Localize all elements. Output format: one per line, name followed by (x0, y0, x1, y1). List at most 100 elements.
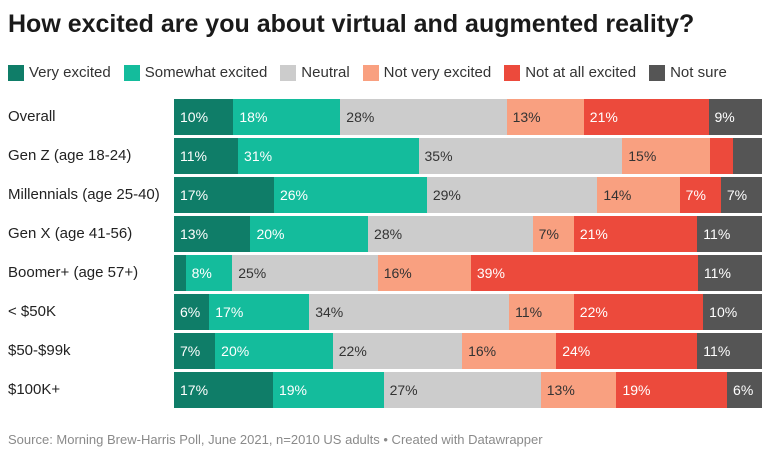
legend-item: Neutral (280, 64, 350, 81)
legend-item: Not sure (649, 64, 727, 81)
chart-row: Boomer+ (age 57+) 8% 25% 16% 39% 11% (0, 255, 772, 291)
legend-label: Neutral (301, 64, 350, 81)
legend-item: Very excited (8, 64, 111, 81)
data-label: 17% (180, 382, 209, 398)
bar-segment: 29% (426, 177, 598, 213)
bar-segment: 11% (697, 216, 762, 252)
bar-segment (709, 138, 733, 174)
stacked-bar: 17% 26% 29% 14% 7% 7% (174, 177, 762, 213)
bar-segment: 22% (332, 333, 463, 369)
chart-row: < $50K 6% 17% 34% 11% 22% 10% (0, 294, 772, 330)
data-label: 6% (180, 304, 201, 320)
data-label: 22% (338, 343, 367, 359)
data-label: 19% (622, 382, 651, 398)
bar-segment: 20% (215, 333, 333, 369)
data-label: 17% (180, 187, 209, 203)
stacked-bar: 11% 31% 35% 15% (174, 138, 762, 174)
bar-segment: 7% (532, 216, 574, 252)
bar-segment: 21% (583, 99, 709, 135)
data-label: 11% (703, 226, 731, 242)
bar-segment: 27% (383, 372, 541, 408)
legend-label: Not sure (670, 64, 727, 81)
legend-swatch (362, 64, 379, 81)
data-label: 13% (512, 109, 541, 125)
bar-segment: 15% (622, 138, 710, 174)
legend-label: Not very excited (383, 64, 492, 81)
stacked-bar: 10% 18% 28% 13% 21% 9% (174, 99, 762, 135)
bar-segment: 17% (174, 177, 274, 213)
bar-segment: 22% (573, 294, 704, 330)
bar-segment: 7% (720, 177, 762, 213)
data-label: 7% (538, 226, 559, 242)
bar-segment: 20% (250, 216, 369, 252)
data-label: 11% (180, 148, 207, 164)
chart-legend: Very excited Somewhat excited Neutral Not v… (8, 64, 740, 81)
category-label: Gen Z (age 18-24) (8, 147, 132, 164)
category-label: $50-$99k (8, 342, 71, 359)
legend-label: Very excited (29, 64, 111, 81)
bar-segment: 13% (506, 99, 584, 135)
legend-item: Not at all excited (504, 64, 636, 81)
chart-row: $100K+ 17% 19% 27% 13% 19% 6% (0, 372, 772, 408)
bar-segment: 6% (174, 294, 210, 330)
data-label: 20% (256, 226, 285, 242)
category-label: < $50K (8, 303, 56, 320)
bar-segment: 11% (174, 138, 239, 174)
data-label: 20% (221, 343, 250, 359)
category-label: $100K+ (8, 381, 61, 398)
data-label: 16% (383, 265, 412, 281)
chart-source: Source: Morning Brew-Harris Poll, June 2… (8, 432, 543, 447)
data-label: 28% (346, 109, 375, 125)
data-label: 10% (709, 304, 738, 320)
bar-segment: 10% (174, 99, 234, 135)
category-label: Boomer+ (age 57+) (8, 264, 139, 281)
bar-segment: 19% (272, 372, 384, 408)
data-label: 14% (603, 187, 632, 203)
data-label: 34% (315, 304, 344, 320)
chart-row: Overall 10% 18% 28% 13% 21% 9% (0, 99, 772, 135)
chart-row: Millennials (age 25-40) 17% 26% 29% 14% 7% 7% (0, 177, 772, 213)
legend-item: Somewhat excited (123, 64, 268, 81)
category-label: Millennials (age 25-40) (8, 186, 160, 203)
data-label: 25% (238, 265, 267, 281)
bar-segment: 26% (273, 177, 427, 213)
bar-segment: 7% (679, 177, 721, 213)
bar-segment: 11% (697, 333, 762, 369)
data-label: 11% (515, 304, 543, 320)
chart-title: How excited are you about virtual and au… (8, 10, 695, 38)
data-label: 9% (714, 109, 735, 125)
bar-segment: 7% (174, 333, 216, 369)
data-label: 18% (239, 109, 268, 125)
chart-row: Gen X (age 41-56) 13% 20% 28% 7% 21% 11% (0, 216, 772, 252)
data-label: 11% (703, 265, 731, 281)
bar-segment: 17% (174, 372, 273, 408)
data-label: 10% (180, 109, 209, 125)
bar-segment: 6% (727, 372, 762, 408)
bar-segment: 8% (185, 255, 233, 291)
stacked-bar: 13% 20% 28% 7% 21% 11% (174, 216, 762, 252)
bar-segment: 39% (470, 255, 698, 291)
data-label: 21% (589, 109, 618, 125)
stacked-bar: 7% 20% 22% 16% 24% 11% (174, 333, 762, 369)
bar-segment: 19% (616, 372, 728, 408)
stacked-bar: 17% 19% 27% 13% 19% 6% (174, 372, 762, 408)
legend-swatch (504, 64, 521, 81)
category-label: Gen X (age 41-56) (8, 225, 133, 242)
bar-segment: 28% (340, 99, 507, 135)
data-label: 27% (389, 382, 418, 398)
bar-segment: 16% (462, 333, 557, 369)
legend-item: Not very excited (362, 64, 492, 81)
category-label: Overall (8, 108, 56, 125)
data-label: 28% (374, 226, 403, 242)
bar-segment (732, 138, 762, 174)
data-label: 7% (180, 343, 201, 359)
data-label: 22% (579, 304, 608, 320)
chart-row: Gen Z (age 18-24) 11% 31% 35% 15% (0, 138, 772, 174)
data-label: 26% (279, 187, 308, 203)
data-label: 11% (703, 343, 731, 359)
bar-segment: 10% (703, 294, 762, 330)
bar-segment: 17% (209, 294, 310, 330)
legend-label: Somewhat excited (144, 64, 268, 81)
data-label: 17% (215, 304, 244, 320)
data-label: 6% (733, 382, 754, 398)
